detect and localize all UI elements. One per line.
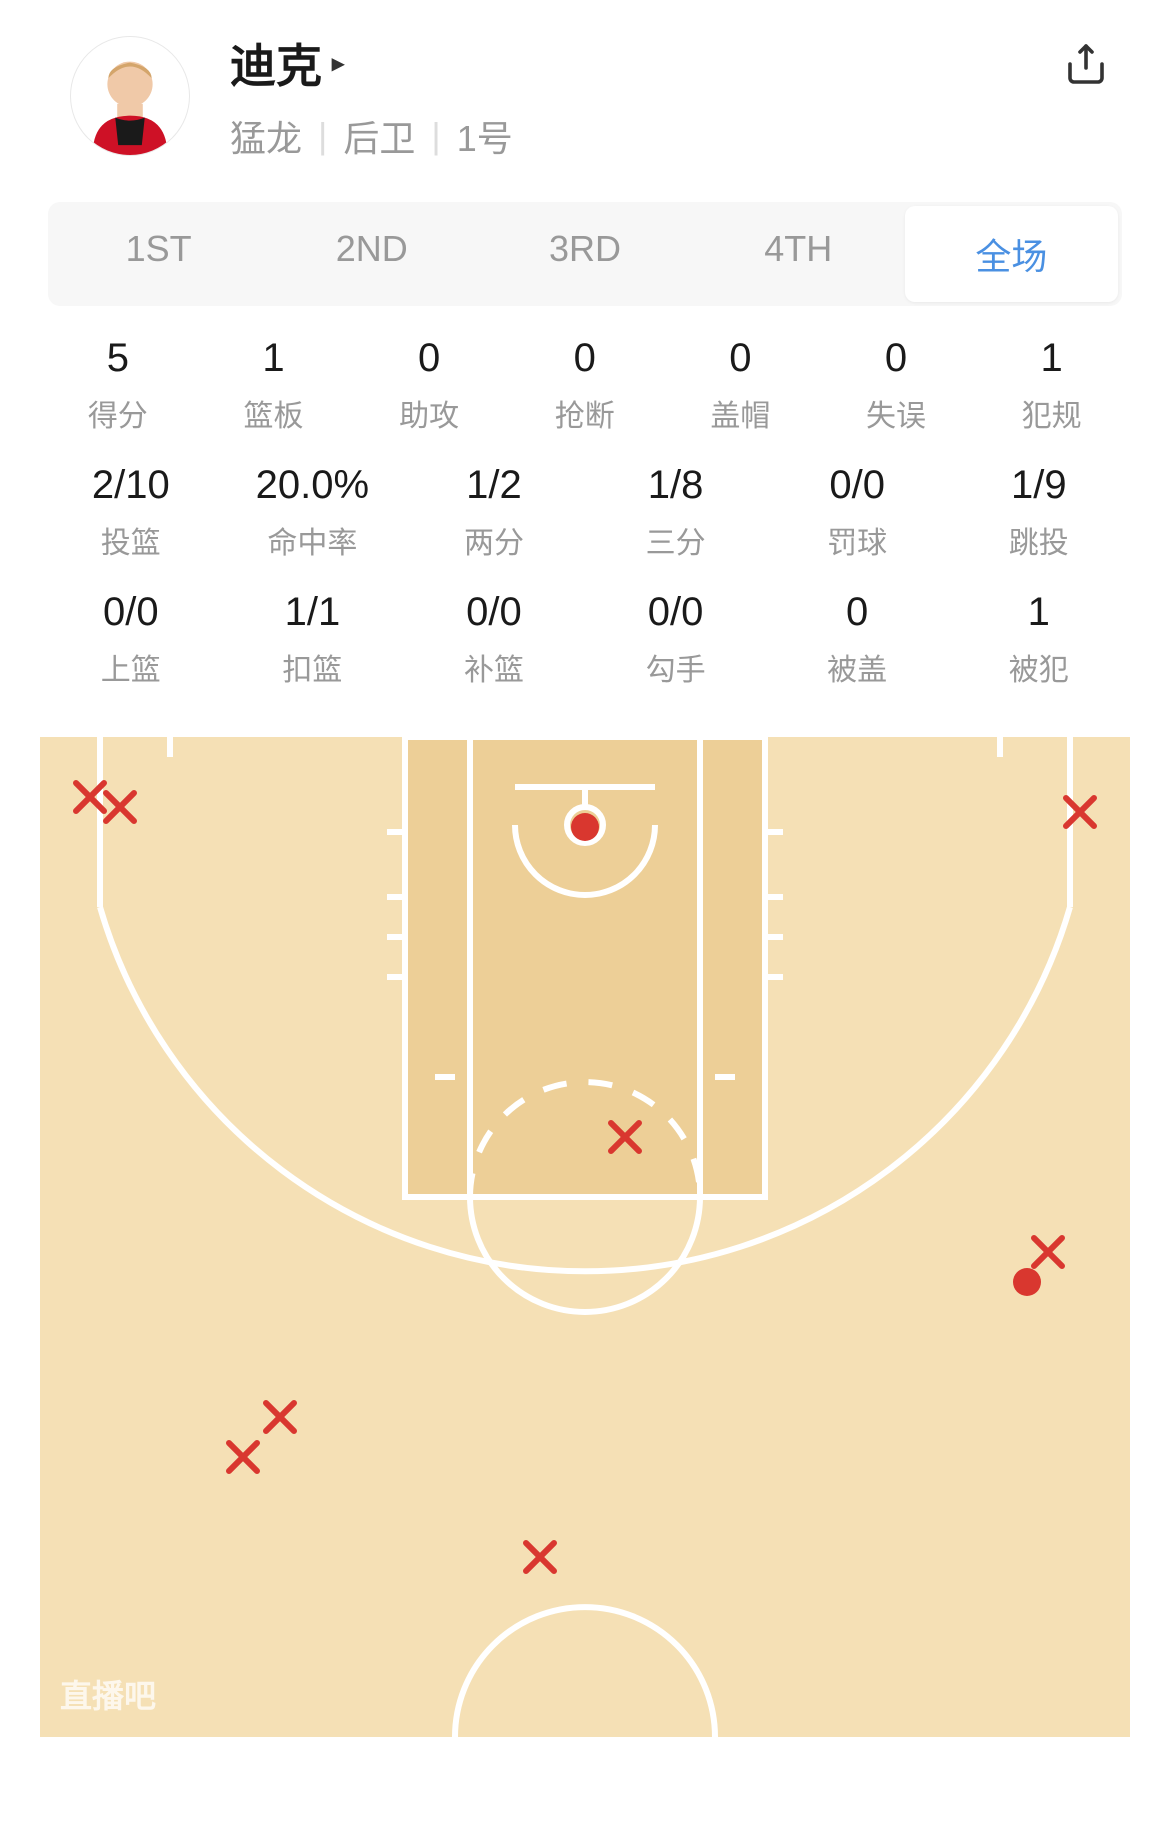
stat-label: 篮板 [196, 391, 352, 435]
stat-label: 扣篮 [222, 645, 404, 689]
stat-cell: 0/0 勾手 [585, 590, 767, 689]
stat-value: 0/0 [585, 590, 767, 635]
stat-label: 犯规 [974, 391, 1130, 435]
watermark: 直播吧 [60, 1671, 156, 1717]
stat-value: 1 [948, 590, 1130, 635]
shot-chart-container: 直播吧 [40, 737, 1130, 1737]
stat-label: 罚球 [766, 518, 948, 562]
stat-cell: 1 犯规 [974, 336, 1130, 435]
stat-label: 跳投 [948, 518, 1130, 562]
stat-cell: 1/2 两分 [403, 463, 585, 562]
stat-cell: 20.0% 命中率 [222, 463, 404, 562]
share-icon[interactable] [1062, 40, 1110, 93]
stat-value: 5 [40, 336, 196, 381]
stat-cell: 1/8 三分 [585, 463, 767, 562]
stat-value: 1 [196, 336, 352, 381]
stat-value: 0/0 [40, 590, 222, 635]
stat-value: 0 [818, 336, 974, 381]
player-header: 迪克 ▸ 猛龙 | 后卫 | 1号 [0, 0, 1170, 192]
stats-row: 2/10 投篮20.0% 命中率 1/2 两分1/8 三分 0/0 罚球1/9 跳投 [40, 463, 1130, 562]
stat-cell: 1/9 跳投 [948, 463, 1130, 562]
stat-value: 1/2 [403, 463, 585, 508]
stat-label: 两分 [403, 518, 585, 562]
stat-value: 0 [766, 590, 948, 635]
stat-label: 失误 [818, 391, 974, 435]
separator: | [431, 115, 440, 157]
stat-cell: 1/1 扣篮 [222, 590, 404, 689]
stat-label: 被盖 [766, 645, 948, 689]
stat-label: 助攻 [351, 391, 507, 435]
stat-cell: 0 失误 [818, 336, 974, 435]
stat-label: 三分 [585, 518, 767, 562]
tab-3rd[interactable]: 3RD [478, 206, 691, 302]
stat-value: 1/9 [948, 463, 1130, 508]
stat-value: 1/8 [585, 463, 767, 508]
stat-cell: 0 抢断 [507, 336, 663, 435]
stat-cell: 0 助攻 [351, 336, 507, 435]
player-name[interactable]: 迪克 ▸ [230, 30, 1120, 96]
stat-value: 1/1 [222, 590, 404, 635]
stat-value: 0 [351, 336, 507, 381]
stat-label: 上篮 [40, 645, 222, 689]
player-name-text: 迪克 [230, 30, 322, 96]
stat-label: 得分 [40, 391, 196, 435]
stat-label: 补篮 [403, 645, 585, 689]
stat-value: 20.0% [222, 463, 404, 508]
player-position: 后卫 [343, 110, 415, 162]
stat-label: 勾手 [585, 645, 767, 689]
quarter-tabs: 1ST2ND3RD4TH全场 [48, 202, 1122, 306]
stat-label: 投篮 [40, 518, 222, 562]
stat-label: 命中率 [222, 518, 404, 562]
stat-cell: 1 被犯 [948, 590, 1130, 689]
stats-grid: 5得分1篮板0助攻0抢断0盖帽0失误1犯规2/10投篮20.0%命中率1/2两分… [0, 306, 1170, 727]
stat-label: 抢断 [507, 391, 663, 435]
stat-cell: 0 盖帽 [663, 336, 819, 435]
stat-label: 盖帽 [663, 391, 819, 435]
stat-cell: 1 篮板 [196, 336, 352, 435]
stats-row: 0/0上篮1/1扣篮0/0补篮0/0勾手0被盖1被犯 [40, 590, 1130, 689]
tab-full[interactable]: 全场 [905, 206, 1118, 302]
shot-chart [40, 737, 1130, 1737]
stat-value: 0/0 [403, 590, 585, 635]
stat-value: 1 [974, 336, 1130, 381]
stat-cell: 0/0 上篮 [40, 590, 222, 689]
stat-cell: 5 得分 [40, 336, 196, 435]
tab-1st[interactable]: 1ST [52, 206, 265, 302]
arrow-right-icon: ▸ [332, 49, 344, 78]
stat-cell: 2/10 投篮 [40, 463, 222, 562]
stat-cell: 0/0 补篮 [403, 590, 585, 689]
stat-label: 被犯 [948, 645, 1130, 689]
stat-cell: 0 被盖 [766, 590, 948, 689]
stat-value: 0 [663, 336, 819, 381]
stat-cell: 0/0 罚球 [766, 463, 948, 562]
stats-row: 5得分1篮板0助攻0抢断0盖帽0失误1犯规 [40, 336, 1130, 435]
avatar [70, 36, 190, 156]
stat-value: 0/0 [766, 463, 948, 508]
player-info: 迪克 ▸ 猛龙 | 后卫 | 1号 [230, 30, 1120, 162]
tab-4th[interactable]: 4TH [692, 206, 905, 302]
stat-value: 0 [507, 336, 663, 381]
player-team: 猛龙 [230, 110, 302, 162]
stat-value: 2/10 [40, 463, 222, 508]
player-meta: 猛龙 | 后卫 | 1号 [230, 110, 1120, 162]
player-number: 1号 [457, 110, 513, 162]
separator: | [318, 115, 327, 157]
tab-2nd[interactable]: 2ND [265, 206, 478, 302]
